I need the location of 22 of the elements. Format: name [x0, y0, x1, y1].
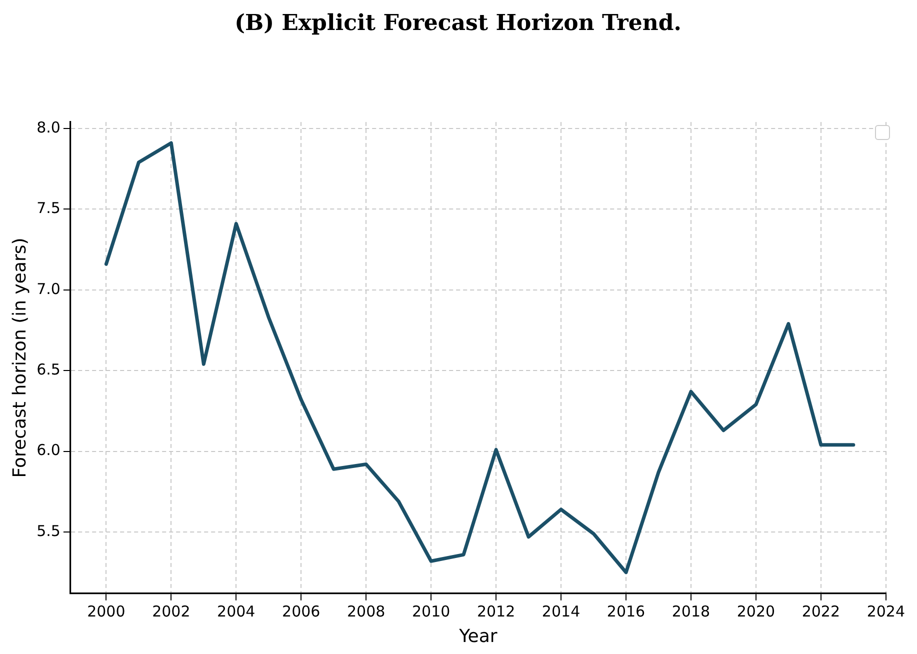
x-tick-label: 2014 — [542, 602, 580, 620]
y-tick-label: 8.0 — [36, 118, 60, 136]
y-tick-label: 5.5 — [36, 522, 60, 540]
x-tick-label: 2022 — [802, 602, 840, 620]
x-tick-label: 2004 — [217, 602, 256, 620]
x-tick-label: 2000 — [87, 602, 126, 620]
x-tick-label: 2020 — [736, 602, 776, 620]
y-tick-label: 6.5 — [36, 360, 60, 379]
chart-title: (B) Explicit Forecast Horizon Trend. — [234, 9, 682, 38]
x-tick-label: 2006 — [282, 602, 320, 620]
y-tick-label: 7.5 — [36, 199, 60, 218]
x-tick-label: 2008 — [347, 602, 386, 620]
y-tick-label: 6.0 — [36, 441, 60, 460]
x-tick-label: 2016 — [606, 602, 646, 620]
x-tick-label: 2018 — [672, 602, 710, 620]
y-tick-label: 7.0 — [36, 280, 60, 298]
x-axis-title: Year — [458, 626, 498, 647]
x-tick-label: 2010 — [412, 602, 450, 620]
x-tick-label: 2024 — [866, 602, 906, 620]
y-axis-title: Forecast horizon (in years) — [9, 238, 30, 478]
x-tick-label: 2012 — [476, 602, 516, 620]
x-tick-label: 2002 — [152, 602, 190, 620]
